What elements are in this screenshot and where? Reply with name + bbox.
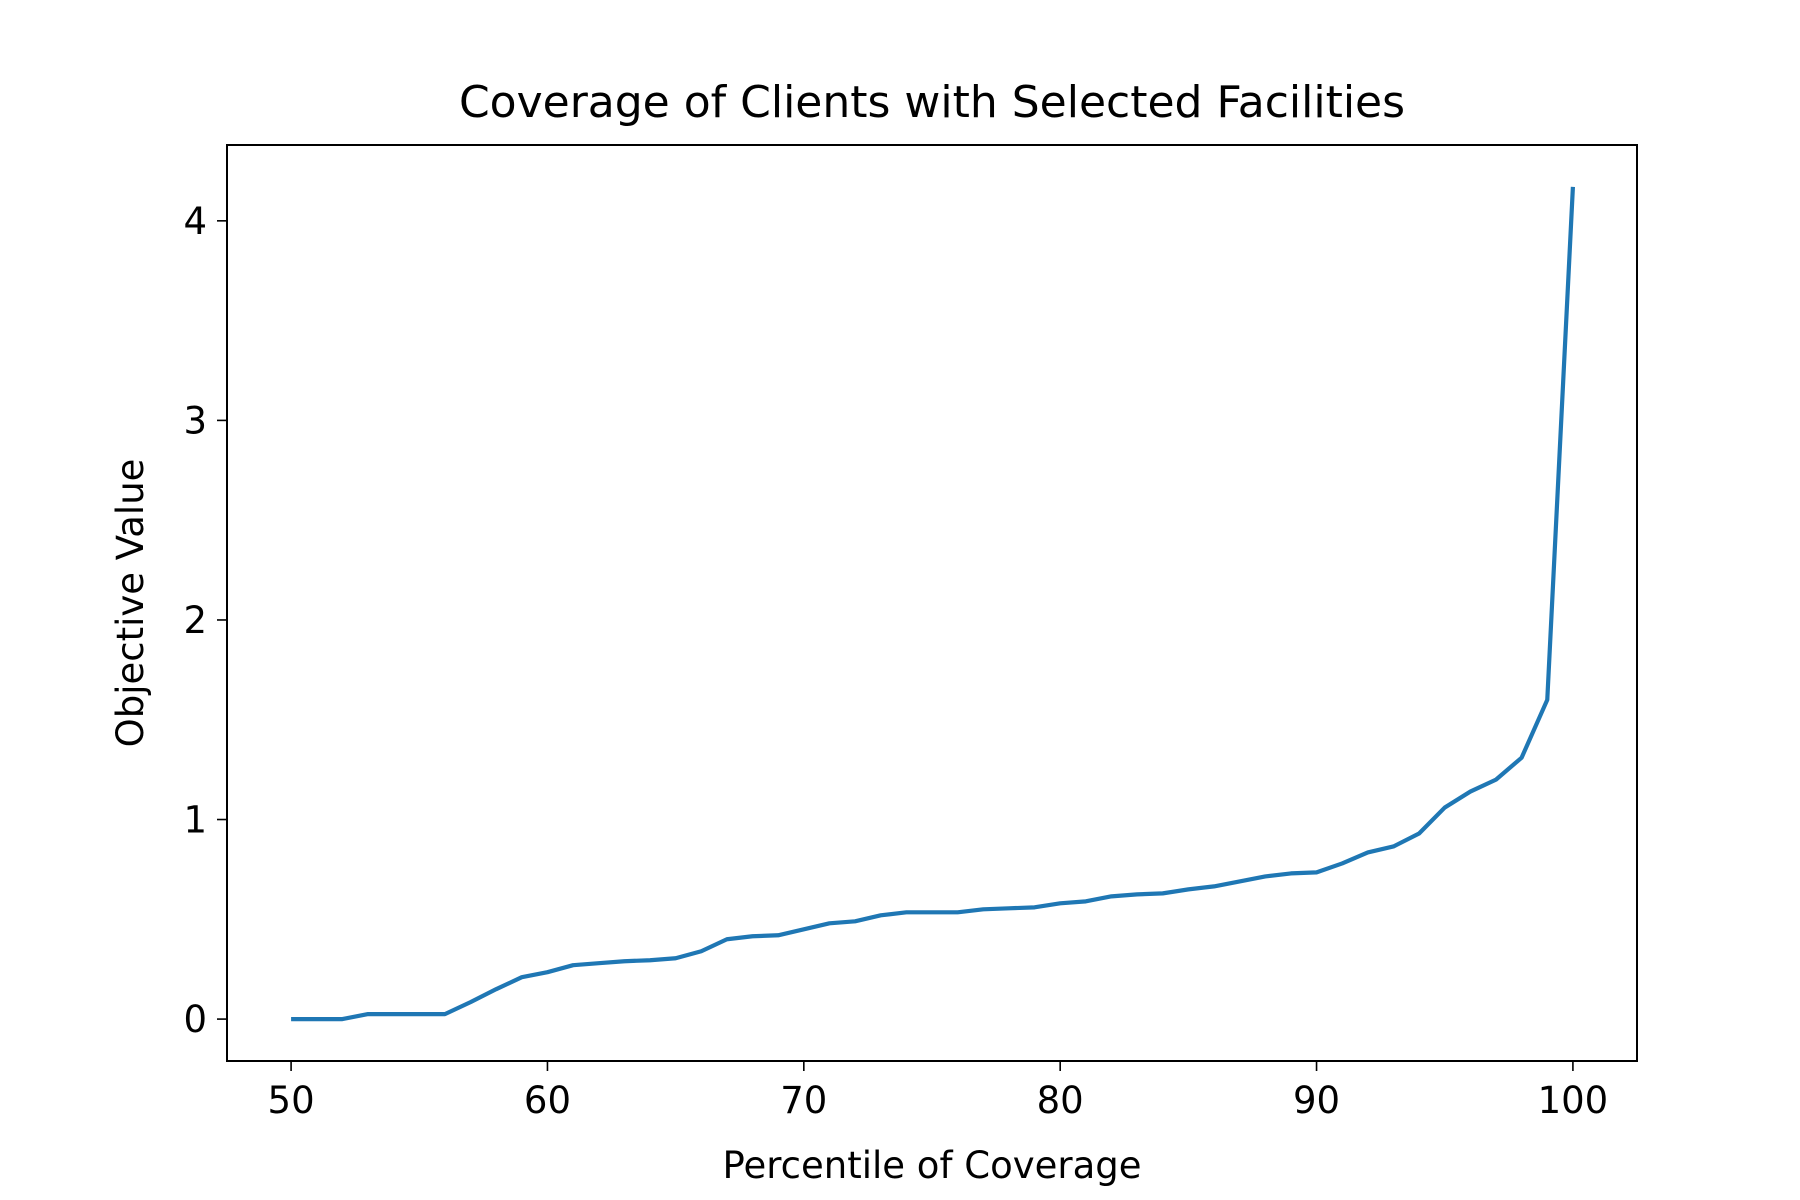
y-tick-label: 0: [183, 998, 207, 1041]
x-tick-label: 80: [1037, 1079, 1084, 1122]
axis-ticks: 50 60 70 80 90 100 0 1 2 3 4: [183, 200, 1608, 1122]
chart-title: Coverage of Clients with Selected Facili…: [459, 77, 1405, 128]
y-tick-label: 3: [183, 399, 207, 442]
axes-frame: [226, 144, 1638, 1062]
x-tick-label: 90: [1293, 1079, 1340, 1122]
x-axis-label: Percentile of Coverage: [723, 1144, 1142, 1187]
x-tick-label: 50: [268, 1079, 315, 1122]
series-group: [291, 186, 1576, 1022]
x-tick-label: 60: [524, 1079, 571, 1122]
y-axis-label: Objective Value: [109, 459, 152, 748]
series-line-1: [291, 186, 1576, 1022]
x-tick-label: 100: [1538, 1079, 1609, 1122]
y-tick-label: 2: [183, 599, 207, 642]
y-tick-label: 4: [183, 200, 207, 243]
y-tick-label: 1: [183, 799, 207, 842]
x-tick-label: 70: [780, 1079, 827, 1122]
